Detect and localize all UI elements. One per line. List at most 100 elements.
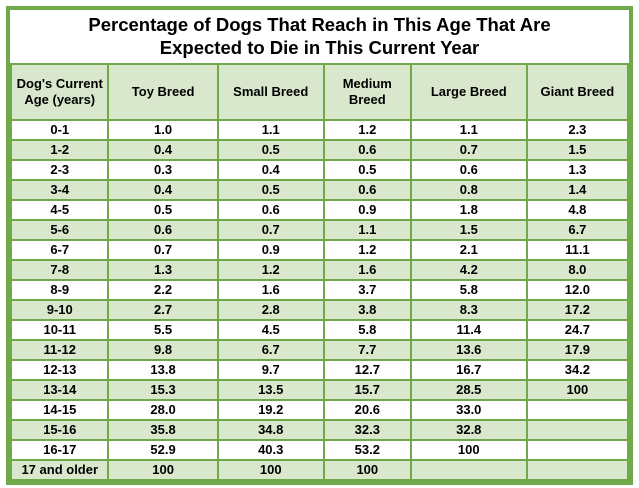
value-cell: 0.7 [107,239,219,261]
value-cell: 1.3 [525,159,630,181]
value-cell: 8.3 [409,299,528,321]
table-row: 17 and older 100 100 100 [9,459,630,481]
age-cell: 2-3 [9,159,110,181]
table-row: 4-5 0.5 0.6 0.9 1.8 4.8 [9,199,630,221]
age-cell: 11-12 [9,339,110,361]
table-row: 2-3 0.3 0.4 0.5 0.6 1.3 [9,159,630,181]
col-header-small-breed: Small Breed [216,63,325,121]
value-cell: 0.5 [216,139,325,161]
value-cell: 0.6 [409,159,528,181]
value-cell: 13.5 [216,379,325,401]
value-cell: 9.8 [107,339,219,361]
value-cell: 2.2 [107,279,219,301]
table-row: 16-17 52.9 40.3 53.2 100 [9,439,630,461]
value-cell: 0.9 [216,239,325,261]
value-cell: 53.2 [322,439,412,461]
value-cell: 1.1 [409,119,528,141]
value-cell: 100 [409,439,528,461]
age-cell: 4-5 [9,199,110,221]
value-cell [525,419,630,441]
value-cell: 100 [216,459,325,481]
table-title: Percentage of Dogs That Reach in This Ag… [10,10,629,63]
age-cell: 8-9 [9,279,110,301]
value-cell: 17.2 [525,299,630,321]
value-cell: 0.5 [107,199,219,221]
age-cell: 17 and older [9,459,110,481]
value-cell: 15.3 [107,379,219,401]
table-row: 0-1 1.0 1.1 1.2 1.1 2.3 [9,119,630,141]
value-cell: 6.7 [525,219,630,241]
value-cell: 12.7 [322,359,412,381]
value-cell: 0.9 [322,199,412,221]
table-row: 8-9 2.2 1.6 3.7 5.8 12.0 [9,279,630,301]
value-cell: 100 [107,459,219,481]
table-row: 3-4 0.4 0.5 0.6 0.8 1.4 [9,179,630,201]
value-cell: 12.0 [525,279,630,301]
value-cell: 28.0 [107,399,219,421]
table-row: 10-11 5.5 4.5 5.8 11.4 24.7 [9,319,630,341]
value-cell: 1.1 [216,119,325,141]
value-cell: 0.7 [216,219,325,241]
value-cell: 32.3 [322,419,412,441]
value-cell: 0.4 [107,179,219,201]
age-cell: 0-1 [9,119,110,141]
value-cell: 3.7 [322,279,412,301]
value-cell: 24.7 [525,319,630,341]
value-cell: 0.7 [409,139,528,161]
age-cell: 10-11 [9,319,110,341]
age-cell: 13-14 [9,379,110,401]
value-cell: 1.6 [216,279,325,301]
table-body: 0-1 1.0 1.1 1.2 1.1 2.3 1-2 0.4 0.5 0.6 0.7 1.5 2-3 0… [9,119,630,481]
value-cell: 0.6 [322,139,412,161]
value-cell: 40.3 [216,439,325,461]
value-cell: 2.3 [525,119,630,141]
table-row: 9-10 2.7 2.8 3.8 8.3 17.2 [9,299,630,321]
value-cell: 1.1 [322,219,412,241]
age-cell: 16-17 [9,439,110,461]
table-title-line2: Expected to Die in This Current Year [159,37,480,58]
value-cell: 8.0 [525,259,630,281]
value-cell: 33.0 [409,399,528,421]
value-cell: 19.2 [216,399,325,421]
value-cell: 9.7 [216,359,325,381]
age-cell: 12-13 [9,359,110,381]
table-header-row: Dog's Current Age (years) Toy Breed Smal… [9,63,630,121]
table-row: 6-7 0.7 0.9 1.2 2.1 11.1 [9,239,630,261]
value-cell: 34.8 [216,419,325,441]
table-row: 1-2 0.4 0.5 0.6 0.7 1.5 [9,139,630,161]
mortality-table: Dog's Current Age (years) Toy Breed Smal… [9,63,630,481]
value-cell: 4.5 [216,319,325,341]
value-cell: 0.3 [107,159,219,181]
value-cell: 5.8 [322,319,412,341]
value-cell [525,459,630,481]
value-cell: 100 [525,379,630,401]
value-cell: 0.6 [216,199,325,221]
value-cell: 6.7 [216,339,325,361]
table-row: 7-8 1.3 1.2 1.6 4.2 8.0 [9,259,630,281]
value-cell [525,439,630,461]
value-cell [409,459,528,481]
value-cell: 34.2 [525,359,630,381]
table-row: 11-12 9.8 6.7 7.7 13.6 17.9 [9,339,630,361]
table-row: 14-15 28.0 19.2 20.6 33.0 [9,399,630,421]
col-header-giant-breed: Giant Breed [525,63,630,121]
age-cell: 5-6 [9,219,110,241]
value-cell: 20.6 [322,399,412,421]
age-cell: 3-4 [9,179,110,201]
value-cell: 1.8 [409,199,528,221]
age-cell: 14-15 [9,399,110,421]
value-cell: 11.1 [525,239,630,261]
table-frame: Percentage of Dogs That Reach in This Ag… [6,6,633,485]
table-row: 12-13 13.8 9.7 12.7 16.7 34.2 [9,359,630,381]
value-cell: 5.5 [107,319,219,341]
age-cell: 6-7 [9,239,110,261]
value-cell: 1.3 [107,259,219,281]
value-cell: 16.7 [409,359,528,381]
value-cell: 35.8 [107,419,219,441]
value-cell: 1.5 [525,139,630,161]
value-cell: 4.2 [409,259,528,281]
value-cell: 7.7 [322,339,412,361]
value-cell: 0.4 [216,159,325,181]
table-row: 13-14 15.3 13.5 15.7 28.5 100 [9,379,630,401]
col-header-age: Dog's Current Age (years) [9,63,110,121]
